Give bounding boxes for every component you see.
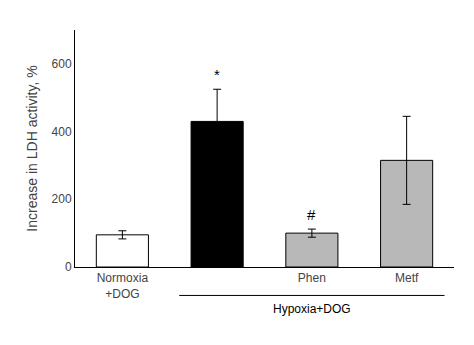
- svg-text:0: 0: [65, 260, 72, 274]
- svg-text:#: #: [307, 206, 316, 223]
- svg-text:200: 200: [52, 192, 72, 206]
- svg-text:Increase in LDH activity, %: Increase in LDH activity, %: [24, 65, 40, 231]
- svg-text:400: 400: [52, 125, 72, 139]
- svg-text:*: *: [214, 66, 220, 83]
- svg-text:Normoxia+DOG: Normoxia+DOG: [97, 271, 149, 301]
- svg-text:Hypoxia+DOG: Hypoxia+DOG: [273, 302, 351, 316]
- svg-text:Metf: Metf: [395, 271, 419, 285]
- svg-text:Phen: Phen: [298, 271, 326, 285]
- svg-text:600: 600: [52, 57, 72, 71]
